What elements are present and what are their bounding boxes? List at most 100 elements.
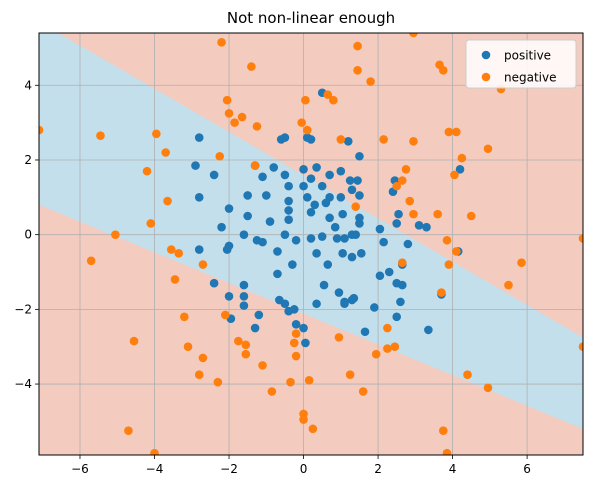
x-tick-label: 4: [449, 462, 457, 476]
negative-point: [334, 333, 344, 342]
negative-point: [161, 148, 170, 157]
positive-point: [319, 280, 329, 290]
positive-point: [323, 260, 333, 269]
positive-point: [403, 239, 413, 249]
negative-point: [452, 247, 461, 256]
x-tick-label: 6: [523, 462, 531, 476]
positive-point: [299, 181, 308, 191]
positive-point: [276, 135, 286, 144]
negative-point: [409, 137, 418, 146]
positive-point: [302, 193, 312, 202]
plot-area: [39, 33, 583, 455]
y-tick-label: −2: [14, 302, 32, 316]
negative-point: [111, 230, 120, 239]
negative-point: [345, 370, 355, 380]
positive-point: [284, 181, 293, 191]
negative-point: [170, 275, 180, 284]
positive-point: [273, 269, 282, 279]
negative-point: [383, 344, 392, 353]
positive-point: [355, 219, 364, 228]
x-tick-label: −6: [71, 462, 89, 476]
negative-point: [217, 38, 226, 47]
positive-point: [265, 217, 275, 226]
positive-point: [239, 301, 249, 310]
negative-point: [247, 62, 256, 71]
negative-point: [457, 153, 467, 163]
positive-point: [284, 206, 293, 215]
negative-point: [129, 336, 139, 346]
positive-point: [217, 222, 226, 232]
legend-marker-positive: [481, 50, 491, 60]
negative-point: [198, 260, 208, 269]
negative-point: [383, 323, 392, 333]
negative-point: [152, 129, 161, 139]
positive-point: [336, 193, 346, 202]
positive-point: [280, 299, 290, 309]
y-tick-label: 4: [24, 78, 32, 92]
negative-point: [463, 370, 472, 380]
negative-point: [390, 342, 400, 351]
negative-point: [466, 211, 476, 221]
x-tick-label: −2: [220, 462, 238, 476]
positive-point: [243, 191, 252, 200]
negative-point: [224, 108, 234, 118]
positive-point: [340, 234, 349, 243]
negative-point: [174, 249, 184, 258]
negative-point: [438, 66, 448, 75]
positive-point: [284, 306, 293, 316]
positive-point: [396, 297, 405, 307]
negative-point: [289, 338, 299, 348]
negative-point: [198, 353, 208, 363]
negative-point: [267, 387, 277, 396]
negative-point: [379, 135, 388, 144]
negative-point: [222, 95, 232, 105]
negative-point: [483, 144, 493, 154]
positive-point: [254, 310, 264, 320]
negative-point: [409, 33, 418, 38]
negative-point: [483, 383, 493, 393]
negative-point: [230, 118, 239, 127]
positive-point: [345, 176, 355, 185]
negative-point: [301, 95, 310, 105]
positive-point: [312, 163, 321, 172]
positive-point: [312, 299, 321, 309]
negative-point: [405, 196, 415, 206]
legend-box: [465, 39, 577, 89]
positive-point: [243, 211, 252, 221]
positive-point: [222, 245, 232, 254]
negative-point: [166, 245, 176, 254]
positive-point: [209, 278, 219, 288]
positive-point: [353, 176, 362, 185]
negative-point: [96, 131, 105, 140]
negative-point: [442, 235, 452, 245]
positive-point: [317, 181, 327, 191]
plot-frame: [38, 32, 584, 456]
negative-point: [291, 351, 301, 361]
negative-point: [517, 258, 526, 267]
positive-point: [343, 137, 353, 146]
positive-point: [288, 260, 297, 269]
negative-point: [221, 310, 230, 320]
positive-point: [325, 170, 334, 180]
negative-point: [397, 176, 407, 185]
legend-label-positive: positive: [504, 49, 551, 63]
positive-point: [340, 299, 349, 309]
positive-point: [258, 172, 267, 182]
positive-point: [291, 235, 301, 245]
negative-point: [392, 181, 401, 191]
positive-point: [392, 219, 401, 228]
positive-point: [273, 247, 282, 256]
negative-point: [351, 202, 361, 211]
positive-point: [306, 234, 316, 243]
negative-point: [578, 342, 583, 351]
negative-point: [409, 209, 418, 219]
positive-point: [338, 249, 347, 258]
negative-point: [308, 424, 318, 434]
negative-point: [183, 342, 193, 351]
positive-point: [250, 323, 260, 333]
positive-point: [357, 249, 366, 258]
positive-point: [194, 133, 204, 142]
negative-point: [215, 151, 225, 161]
